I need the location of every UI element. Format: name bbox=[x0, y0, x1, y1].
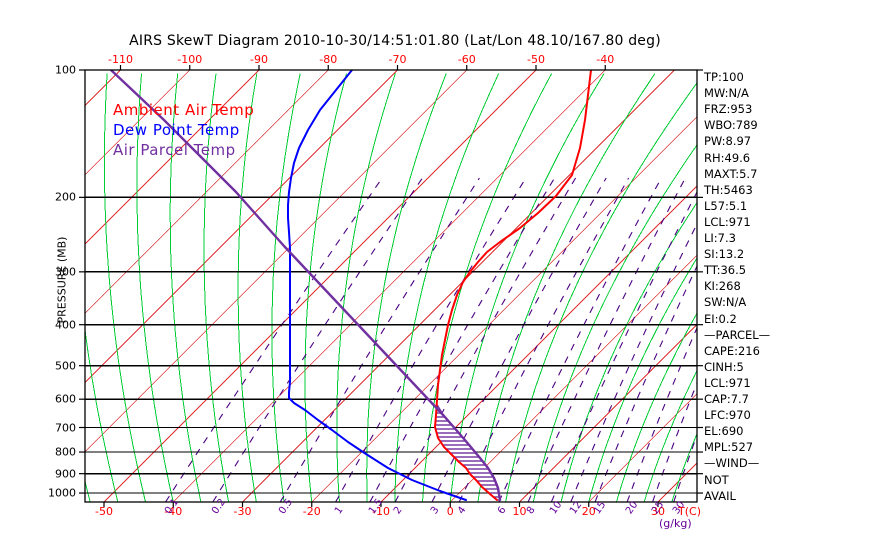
plot-frame bbox=[84, 69, 698, 503]
sounding-curves bbox=[109, 70, 592, 502]
bottom-temp-tick-1: -40 bbox=[164, 505, 183, 518]
panel-entry-5: RH:49.6 bbox=[704, 150, 751, 165]
panel-entry-1: MW:N/A bbox=[704, 86, 749, 101]
legend-item-dew-point-temp: Dew Point Temp bbox=[113, 121, 240, 139]
panel-entry-22: EL:690 bbox=[704, 424, 744, 439]
panel-entry-21: LFC:970 bbox=[704, 408, 751, 423]
panel-entry-17: CAPE:216 bbox=[704, 343, 760, 358]
panel-entry-26: AVAIL bbox=[704, 488, 736, 503]
legend-item-air-parcel-temp: Air Parcel Temp bbox=[113, 141, 236, 159]
top-temp-tick-4: -80 bbox=[319, 53, 338, 66]
panel-entry-8: L57:5.1 bbox=[704, 198, 748, 213]
panel-entry-12: TT:36.5 bbox=[704, 263, 747, 278]
panel-entry-15: EI:0.2 bbox=[704, 311, 737, 326]
mixing-ratio-unit-label: (g/kg) bbox=[659, 517, 692, 530]
panel-entry-2: FRZ:953 bbox=[704, 102, 753, 117]
pressure-tick-5: 600 bbox=[55, 392, 76, 406]
panel-entry-16: —PARCEL— bbox=[704, 327, 771, 342]
bottom-temp-tick-3: -20 bbox=[302, 505, 321, 518]
panel-entry-25: NOT bbox=[704, 472, 729, 487]
pressure-tick-4: 500 bbox=[55, 359, 76, 373]
bottom-temp-tick-0: -50 bbox=[95, 505, 113, 518]
top-temp-tick-6: -60 bbox=[457, 53, 476, 66]
bottom-temp-tick-5: 0 bbox=[446, 505, 454, 518]
panel-entry-9: LCL:971 bbox=[704, 214, 751, 229]
panel-entry-6: MAXT:5.7 bbox=[704, 166, 758, 181]
legend-item-ambient-air-temp: Ambient Air Temp bbox=[113, 101, 255, 119]
panel-entry-10: LI:7.3 bbox=[704, 231, 736, 245]
panel-entry-20: CAP:7.7 bbox=[704, 392, 749, 406]
pressure-tick-1: 200 bbox=[55, 190, 76, 204]
pressure-tick-7: 800 bbox=[55, 445, 76, 459]
bottom-temp-tick-2: -30 bbox=[233, 505, 252, 518]
panel-entry-14: SW:N/A bbox=[704, 295, 747, 310]
top-temp-tick-8: -40 bbox=[596, 53, 615, 66]
bottom-temp-tick-7: 20 bbox=[581, 505, 596, 518]
pressure-tick-2: 300 bbox=[55, 265, 76, 279]
panel-entry-7: TH:5463 bbox=[704, 182, 753, 197]
pressure-tick-9: 1000 bbox=[48, 486, 76, 500]
top-temp-tick-5: -70 bbox=[388, 53, 407, 66]
panel-entry-11: SI:13.2 bbox=[704, 247, 745, 262]
pressure-tick-3: 400 bbox=[55, 318, 76, 332]
panel-entry-23: MPL:527 bbox=[704, 440, 754, 455]
panel-entry-0: TP:100 bbox=[704, 70, 744, 84]
top-temp-tick-1: -110 bbox=[108, 53, 133, 66]
panel-entry-18: CINH:5 bbox=[704, 359, 744, 374]
bottom-temp-tick-4: -10 bbox=[372, 505, 390, 518]
axis-ticks bbox=[79, 65, 703, 507]
panel-entry-3: WBO:789 bbox=[704, 118, 758, 133]
page-title: AIRS SkewT Diagram 2010-10-30/14:51:01.8… bbox=[129, 33, 661, 49]
pressure-tick-6: 700 bbox=[55, 421, 76, 434]
top-temp-tick-3: -90 bbox=[250, 53, 268, 66]
pressure-tick-8: 900 bbox=[55, 467, 76, 481]
panel-entry-24: —WIND— bbox=[704, 456, 760, 471]
panel-entry-19: LCL:971 bbox=[704, 375, 751, 390]
temperature-unit-label: T(C) bbox=[678, 505, 701, 518]
top-temp-tick-7: -50 bbox=[527, 53, 545, 66]
top-temp-tick-2: -100 bbox=[177, 53, 203, 66]
bottom-temp-tick-6: 10 bbox=[512, 505, 527, 518]
pressure-tick-0: 100 bbox=[55, 63, 76, 77]
bottom-temp-tick-8: 30 bbox=[651, 505, 665, 518]
panel-entry-13: KI:268 bbox=[704, 279, 741, 294]
panel-entry-4: PW:8.97 bbox=[704, 134, 752, 149]
